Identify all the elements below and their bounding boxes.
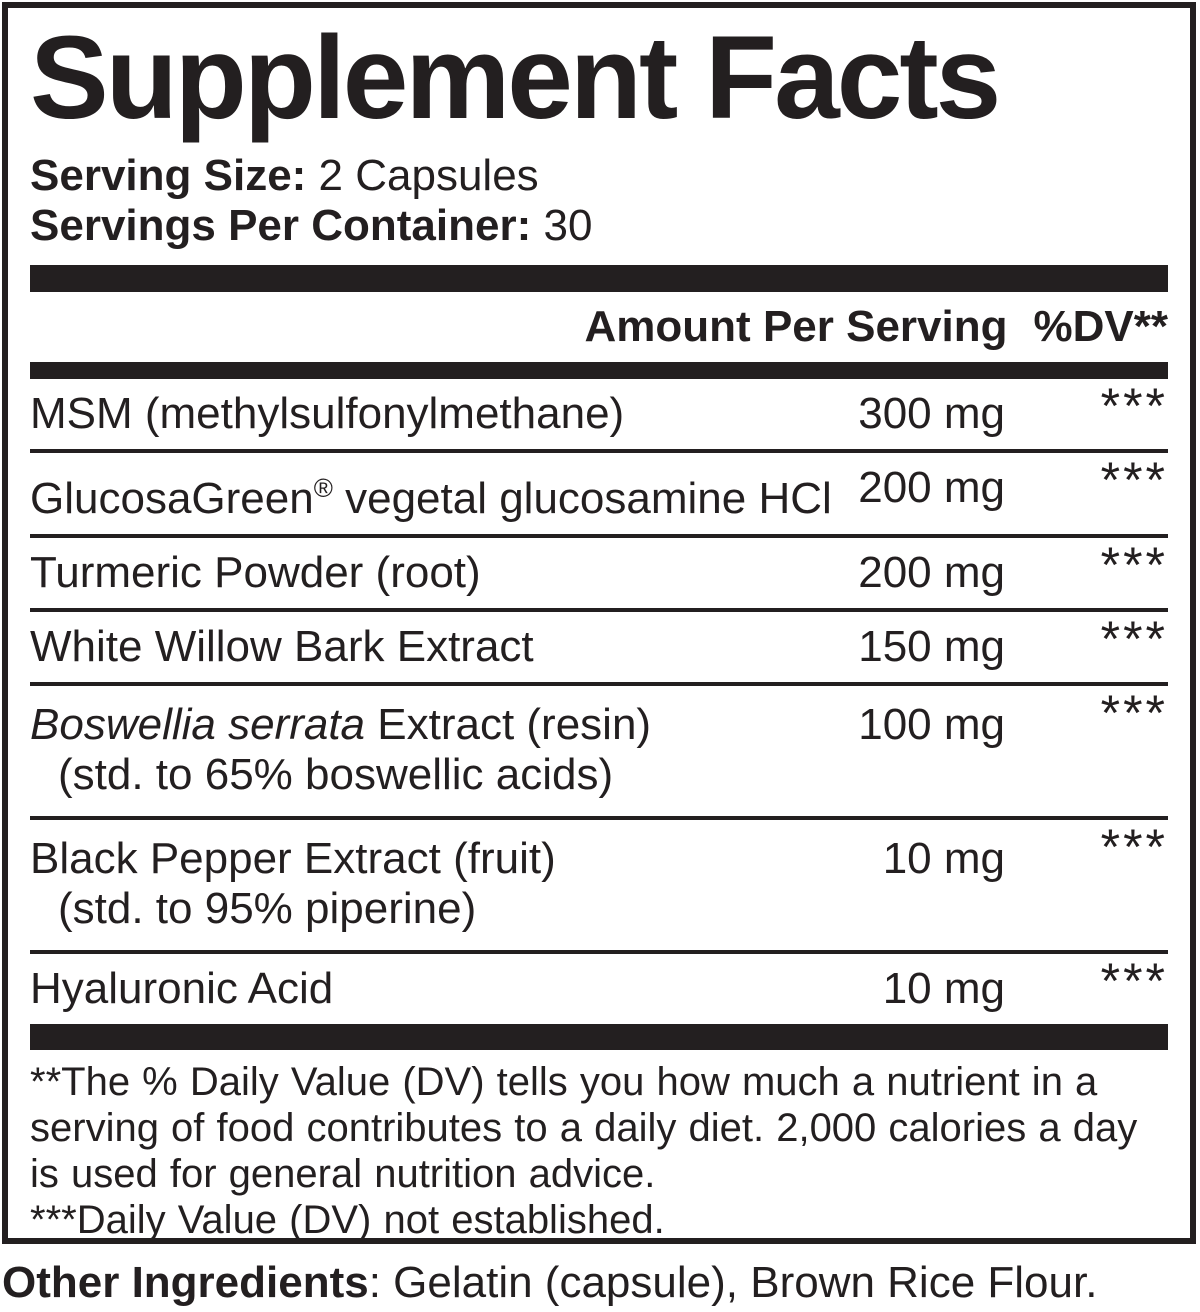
- supplement-facts-label: Supplement Facts Serving Size: 2 Capsule…: [2, 2, 1196, 1244]
- ingredient-name: Turmeric Powder (root): [30, 548, 1168, 598]
- ingredient-amount: 200 mg: [858, 463, 1005, 512]
- ingredient-name-part: Hyaluronic Acid: [30, 964, 334, 1013]
- ingredient-dv: ***: [1100, 685, 1168, 741]
- separator-bar-bottom: [30, 1024, 1168, 1050]
- ingredient-name-part: Extract (resin): [365, 700, 652, 749]
- ingredient-row: Turmeric Powder (root) 200 mg ***: [30, 538, 1168, 612]
- servings-per-container-label: Servings Per Container:: [30, 201, 532, 250]
- ingredient-name-part: White Willow Bark Extract: [30, 622, 534, 671]
- ingredient-amount: 10 mg: [882, 834, 1005, 883]
- ingredient-row: Hyaluronic Acid 10 mg ***: [30, 954, 1168, 1024]
- separator-bar-top: [30, 265, 1168, 292]
- footnote-line: **The % Daily Value (DV) tells you how m…: [30, 1060, 1098, 1104]
- ingredient-dv: ***: [1100, 953, 1168, 1009]
- ingredient-subtext: (std. to 95% piperine): [58, 884, 477, 933]
- ingredient-name-part: GlucosaGreen: [30, 474, 314, 523]
- amount-per-serving-header: Amount Per Serving: [584, 302, 1008, 351]
- dv-footnote: **The % Daily Value (DV) tells you how m…: [30, 1059, 1168, 1242]
- ingredient-row: GlucosaGreen® vegetal glucosamine HCl 200…: [30, 453, 1168, 538]
- footnote-line: ***Daily Value (DV) not established.: [30, 1198, 665, 1242]
- footnote-line: serving of food contributes to a daily d…: [30, 1106, 1138, 1150]
- ingredient-dv: ***: [1100, 611, 1168, 667]
- ingredient-name-part: Boswellia serrata: [30, 700, 366, 749]
- ingredient-row: Black Pepper Extract (fruit) (std. to 95%…: [30, 820, 1168, 954]
- servings-per-container-line: Servings Per Container: 30: [30, 201, 1168, 251]
- ingredient-name: White Willow Bark Extract: [30, 622, 1168, 672]
- ingredient-name: Hyaluronic Acid: [30, 964, 1168, 1014]
- footnote-line: is used for general nutrition advice.: [30, 1152, 656, 1196]
- ingredient-dv: ***: [1100, 819, 1168, 875]
- ingredient-name-part: MSM (methylsulfonylmethane): [30, 389, 625, 438]
- ingredient-name-part: Turmeric Powder (root): [30, 548, 481, 597]
- ingredient-subtext: (std. to 65% boswellic acids): [58, 750, 614, 799]
- ingredient-dv: ***: [1100, 378, 1168, 434]
- ingredient-amount: 200 mg: [858, 548, 1005, 597]
- ingredient-dv: ***: [1100, 537, 1168, 593]
- ingredient-row: White Willow Bark Extract 150 mg ***: [30, 612, 1168, 686]
- other-ingredients-value: : Gelatin (capsule), Brown Rice Flour.: [368, 1258, 1098, 1307]
- facts-title: Supplement Facts: [30, 12, 1001, 144]
- ingredient-name: GlucosaGreen® vegetal glucosamine HCl: [30, 463, 1168, 524]
- serving-info: Serving Size: 2 Capsules Servings Per Co…: [30, 151, 1168, 251]
- ingredient-amount: 150 mg: [858, 622, 1005, 671]
- ingredient-name-part: Black Pepper Extract (fruit): [30, 834, 556, 883]
- ingredient-amount: 300 mg: [858, 389, 1005, 438]
- ingredient-dv: ***: [1100, 452, 1168, 508]
- other-ingredients-line: Other Ingredients: Gelatin (capsule), Br…: [2, 1258, 1200, 1308]
- servings-per-container-value: 30: [531, 201, 593, 250]
- serving-size-line: Serving Size: 2 Capsules: [30, 151, 1168, 201]
- serving-size-value: 2 Capsules: [306, 151, 539, 200]
- ingredient-amount: 10 mg: [882, 964, 1005, 1013]
- ingredient-name: Black Pepper Extract (fruit): [30, 834, 1168, 884]
- separator-bar-header: [30, 362, 1168, 379]
- ingredient-row: MSM (methylsulfonylmethane) 300 mg ***: [30, 379, 1168, 453]
- ingredient-row: Boswellia serrata Extract (resin) (std. t…: [30, 686, 1168, 820]
- other-ingredients-label: Other Ingredients: [2, 1258, 369, 1307]
- ingredient-amount: 100 mg: [858, 700, 1005, 749]
- ingredient-rows: MSM (methylsulfonylmethane) 300 mg *** Gluc…: [30, 379, 1168, 1024]
- ingredient-name-part: vegetal glucosamine HCl: [332, 474, 832, 523]
- registered-trademark-symbol: ®: [313, 473, 333, 503]
- ingredient-name: MSM (methylsulfonylmethane): [30, 389, 1168, 439]
- percent-dv-header: %DV**: [1033, 302, 1169, 351]
- serving-size-label: Serving Size:: [30, 151, 307, 200]
- ingredient-name: Boswellia serrata Extract (resin): [30, 700, 1168, 750]
- column-headers: Amount Per Serving %DV**: [30, 292, 1168, 362]
